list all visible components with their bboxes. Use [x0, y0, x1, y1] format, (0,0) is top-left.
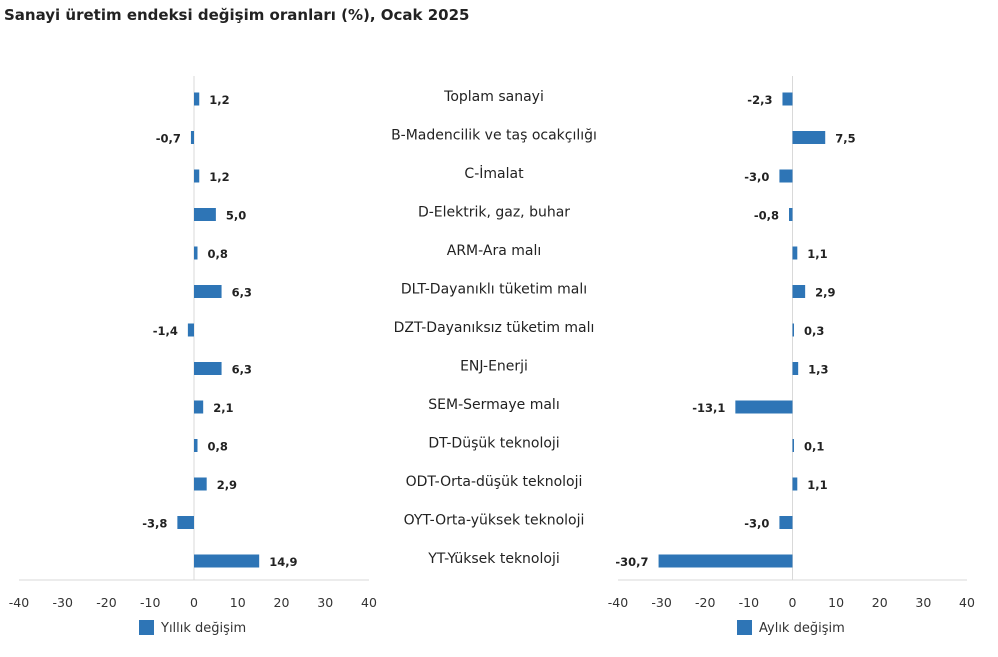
data-label: -13,1	[692, 401, 725, 415]
category-label: C-İmalat	[464, 164, 524, 182]
data-label: 0,8	[208, 440, 228, 454]
category-label: D-Elektrik, gaz, buhar	[418, 205, 570, 221]
bar	[789, 208, 793, 221]
chart-title: Sanayi üretim endeksi değişim oranları (…	[4, 6, 470, 24]
bar	[782, 92, 793, 106]
data-label: -1,4	[153, 324, 178, 338]
x-tick-label: 20	[872, 595, 888, 610]
bar	[190, 131, 194, 144]
data-label: 1,1	[807, 247, 827, 261]
data-label: 14,9	[269, 555, 297, 569]
data-label: 1,2	[209, 93, 229, 107]
x-tick-label: 20	[274, 595, 290, 610]
bar	[779, 169, 793, 183]
data-label: 0,8	[208, 247, 228, 261]
x-tick-label: 10	[230, 595, 246, 610]
bar	[187, 323, 194, 337]
x-tick-label: 30	[317, 595, 333, 610]
category-label: ODT-Orta-düşük teknoloji	[406, 474, 583, 490]
bar	[792, 362, 799, 375]
bar	[792, 246, 798, 260]
data-label: -3,0	[744, 170, 769, 184]
bar	[194, 208, 216, 221]
x-tick-label: 40	[959, 595, 975, 610]
data-label: 0,1	[804, 440, 824, 454]
bar	[194, 554, 260, 568]
legend-swatch	[139, 620, 154, 635]
category-label: DT-Düşük teknoloji	[428, 436, 559, 452]
category-label: SEM-Sermaye malı	[428, 397, 559, 413]
category-label: DZT-Dayanıksız tüketim malı	[394, 320, 595, 336]
x-tick-label: 30	[915, 595, 931, 610]
bar	[792, 285, 806, 298]
bar	[194, 92, 200, 106]
data-label: 5,0	[226, 209, 246, 223]
data-label: 2,1	[213, 401, 233, 415]
category-label: DLT-Dayanıklı tüketim malı	[401, 282, 587, 298]
category-label: OYT-Orta-yüksek teknoloji	[404, 513, 585, 529]
category-label: ENJ-Enerji	[460, 359, 528, 375]
bar	[194, 285, 222, 298]
x-tick-label: -20	[695, 595, 715, 610]
category-label: YT-Yüksek teknoloji	[427, 551, 559, 567]
bar	[194, 246, 198, 260]
x-tick-label: -30	[53, 595, 73, 610]
x-tick-label: -10	[739, 595, 759, 610]
bar	[792, 131, 826, 144]
bar	[792, 323, 794, 337]
data-label: -0,7	[156, 132, 181, 146]
data-label: 6,3	[232, 363, 252, 377]
legend-label: Aylık değişim	[759, 621, 845, 636]
category-label: B-Madencilik ve taş ocakçılığı	[391, 128, 597, 144]
bar	[194, 477, 207, 491]
data-label: -2,3	[747, 93, 772, 107]
bar	[792, 439, 794, 452]
data-label: 7,5	[835, 132, 855, 146]
x-tick-label: -40	[608, 595, 628, 610]
x-tick-label: 10	[828, 595, 844, 610]
legend-swatch	[737, 620, 752, 635]
x-tick-label: 40	[361, 595, 377, 610]
x-tick-label: 0	[190, 595, 198, 610]
data-label: 2,9	[815, 286, 835, 300]
x-tick-label: -20	[96, 595, 116, 610]
data-label: -0,8	[754, 209, 779, 223]
data-label: 0,3	[804, 324, 824, 338]
bar	[735, 400, 793, 414]
data-label: 1,2	[209, 170, 229, 184]
bar	[194, 439, 198, 452]
data-label: -3,0	[744, 517, 769, 531]
bar	[194, 362, 222, 375]
data-label: -3,8	[142, 517, 167, 531]
data-label: 2,9	[217, 478, 237, 492]
bar	[779, 516, 793, 529]
data-label: -30,7	[615, 555, 648, 569]
x-tick-label: 0	[789, 595, 797, 610]
x-tick-label: -40	[9, 595, 29, 610]
category-label: ARM-Ara malı	[447, 243, 542, 259]
category-label: Toplam sanayi	[443, 89, 544, 105]
bar	[658, 554, 793, 568]
data-label: 6,3	[232, 286, 252, 300]
legend-label: Yıllık değişim	[160, 621, 246, 636]
data-label: 1,3	[808, 363, 828, 377]
bar	[792, 477, 798, 491]
data-label: 1,1	[807, 478, 827, 492]
x-tick-label: -30	[651, 595, 671, 610]
bar	[194, 169, 200, 183]
x-tick-label: -10	[140, 595, 160, 610]
bar	[177, 516, 194, 529]
bar	[194, 400, 204, 414]
